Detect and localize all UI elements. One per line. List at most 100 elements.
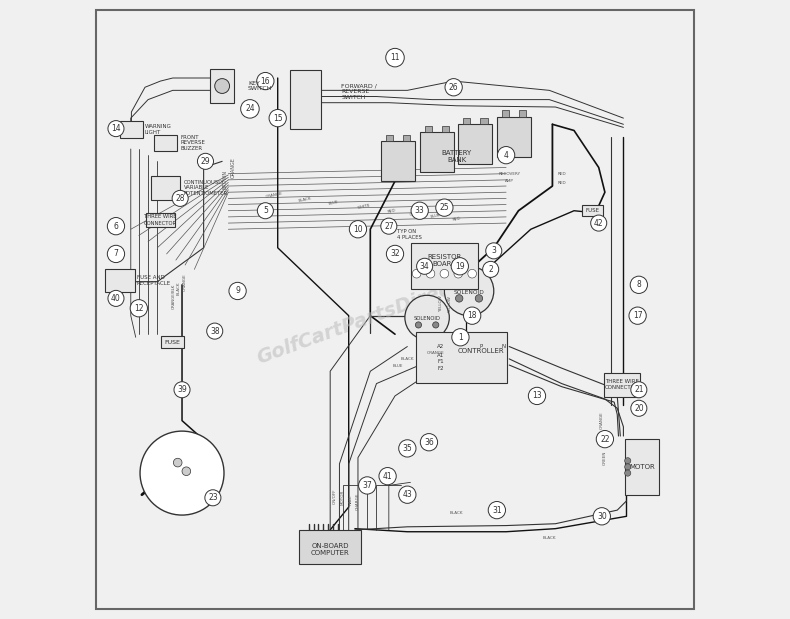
Text: RED: RED	[387, 208, 397, 214]
Circle shape	[107, 217, 125, 235]
FancyBboxPatch shape	[519, 110, 526, 116]
Circle shape	[405, 295, 450, 340]
Circle shape	[631, 400, 647, 417]
Circle shape	[399, 486, 416, 503]
Circle shape	[445, 266, 494, 316]
Circle shape	[468, 269, 476, 278]
Circle shape	[174, 382, 190, 398]
Text: TYP ON
4 PLACES: TYP ON 4 PLACES	[397, 229, 422, 240]
Circle shape	[488, 501, 506, 519]
FancyBboxPatch shape	[458, 124, 492, 164]
Text: 36: 36	[424, 438, 434, 447]
Circle shape	[349, 220, 367, 238]
Text: BROWN: BROWN	[223, 170, 228, 189]
Text: ORANGE/BLK: ORANGE/BLK	[172, 284, 176, 308]
Text: RED: RED	[558, 171, 566, 176]
Text: CHARGE: CHARGE	[356, 492, 360, 509]
Text: 27: 27	[384, 222, 393, 231]
Circle shape	[412, 269, 421, 278]
Circle shape	[483, 261, 498, 277]
FancyBboxPatch shape	[425, 126, 432, 132]
Circle shape	[107, 245, 125, 262]
Text: BLACK: BLACK	[299, 196, 313, 203]
Circle shape	[426, 269, 434, 278]
Text: 41: 41	[383, 472, 393, 481]
FancyBboxPatch shape	[119, 121, 143, 138]
Circle shape	[436, 199, 453, 216]
Text: 4: 4	[504, 150, 509, 160]
Text: 20: 20	[634, 404, 644, 413]
Circle shape	[630, 276, 648, 293]
Circle shape	[108, 290, 124, 306]
Circle shape	[625, 470, 631, 476]
Text: ON/OFF: ON/OFF	[333, 488, 337, 504]
FancyBboxPatch shape	[463, 118, 470, 124]
Text: 25: 25	[439, 203, 450, 212]
Text: ON-BOARD
COMPUTER: ON-BOARD COMPUTER	[310, 542, 349, 555]
Circle shape	[386, 48, 404, 67]
FancyBboxPatch shape	[145, 212, 175, 227]
Text: FUSE: FUSE	[585, 207, 600, 212]
Text: 3: 3	[491, 246, 496, 256]
FancyBboxPatch shape	[386, 135, 393, 141]
Text: 11: 11	[390, 53, 400, 62]
Text: F1: F1	[438, 360, 444, 365]
FancyBboxPatch shape	[497, 116, 531, 157]
Text: 23: 23	[208, 493, 218, 502]
Text: 17: 17	[633, 311, 642, 320]
Text: BLACK: BLACK	[543, 536, 556, 540]
FancyBboxPatch shape	[151, 176, 180, 200]
Circle shape	[445, 79, 462, 96]
Text: 5: 5	[263, 206, 268, 215]
Text: 33: 33	[415, 206, 424, 215]
Text: 38: 38	[210, 327, 220, 335]
Circle shape	[625, 464, 631, 470]
Text: RECOVERY: RECOVERY	[498, 171, 521, 176]
Circle shape	[205, 490, 221, 506]
Text: WHITE: WHITE	[357, 204, 371, 210]
Text: 22: 22	[600, 435, 610, 444]
Circle shape	[399, 439, 416, 457]
Circle shape	[440, 269, 449, 278]
Text: BLACK: BLACK	[450, 511, 464, 515]
Text: ORANGE: ORANGE	[427, 351, 444, 355]
FancyBboxPatch shape	[299, 530, 361, 564]
Text: GREEN: GREEN	[603, 451, 607, 465]
Text: CONTINUOUSLY
VARIABLE
POTENTIOMETER: CONTINUOUSLY VARIABLE POTENTIOMETER	[184, 180, 228, 196]
Circle shape	[108, 121, 124, 137]
FancyBboxPatch shape	[604, 373, 640, 397]
FancyBboxPatch shape	[625, 439, 659, 495]
Text: RESISTOR
BOARD: RESISTOR BOARD	[427, 254, 461, 267]
FancyBboxPatch shape	[290, 71, 321, 129]
Text: N: N	[502, 344, 506, 349]
Circle shape	[173, 458, 182, 467]
Circle shape	[596, 430, 614, 448]
Text: A2: A2	[437, 344, 444, 349]
Circle shape	[454, 269, 463, 278]
Text: 10: 10	[353, 225, 363, 234]
Circle shape	[433, 322, 438, 328]
FancyBboxPatch shape	[381, 141, 415, 181]
Circle shape	[359, 477, 376, 494]
Text: YELLOW: YELLOW	[449, 296, 453, 313]
Circle shape	[198, 154, 213, 170]
Circle shape	[207, 323, 223, 339]
Text: 12: 12	[134, 304, 144, 313]
Text: 43: 43	[402, 490, 412, 499]
Text: F2: F2	[438, 366, 444, 371]
Circle shape	[381, 218, 397, 234]
Text: 28: 28	[175, 194, 185, 203]
Text: BLUE: BLUE	[430, 213, 441, 219]
Circle shape	[130, 300, 148, 317]
Circle shape	[625, 457, 631, 464]
Text: ORANGE: ORANGE	[231, 157, 235, 178]
Text: 39: 39	[177, 385, 187, 394]
Text: YELLOW: YELLOW	[439, 295, 443, 312]
FancyBboxPatch shape	[420, 132, 454, 172]
Text: BLACK: BLACK	[177, 281, 181, 295]
Text: THREE WIRE
CONNECTOR: THREE WIRE CONNECTOR	[144, 214, 177, 225]
Circle shape	[593, 508, 611, 525]
Circle shape	[182, 467, 190, 475]
Text: GolfCartPartsDirect: GolfCartPartsDirect	[254, 276, 462, 368]
Circle shape	[498, 147, 515, 164]
